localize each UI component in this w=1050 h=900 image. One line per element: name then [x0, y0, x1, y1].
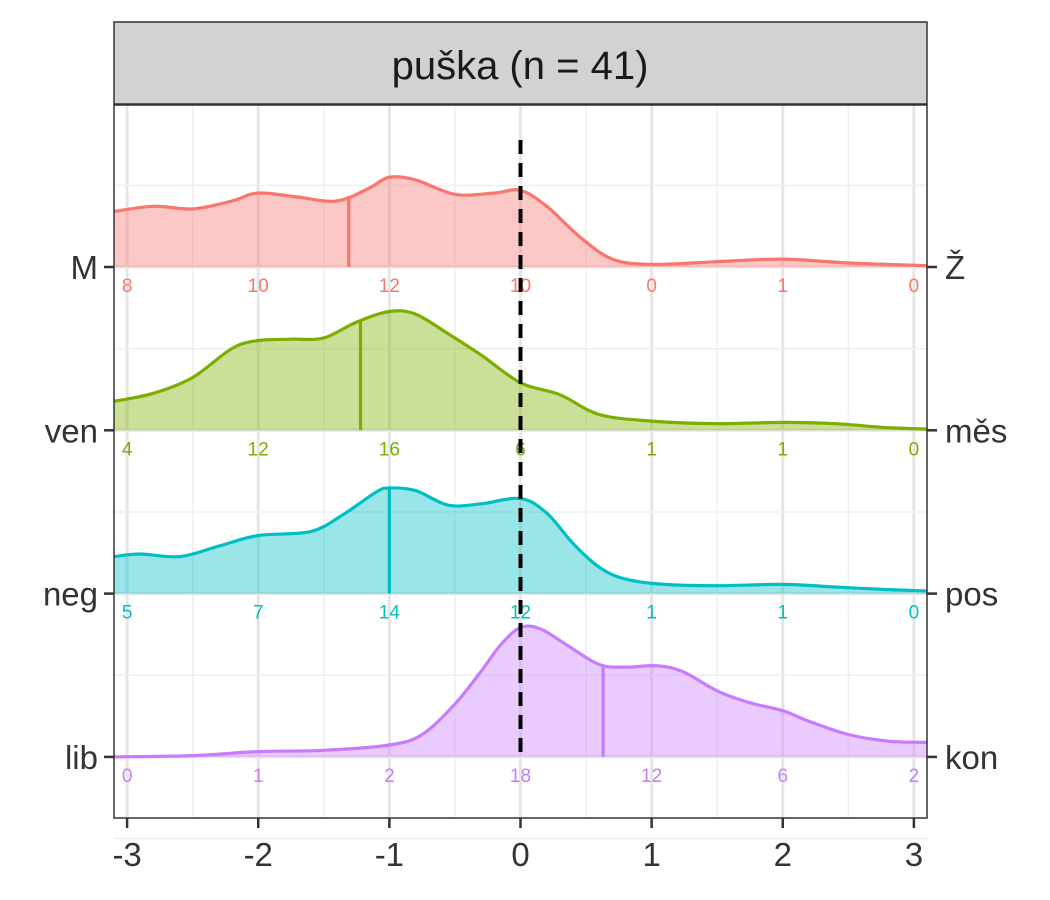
- count-label: 12: [641, 766, 662, 787]
- density-line: [113, 175, 928, 268]
- count-label: 1: [777, 603, 788, 624]
- count-label: 8: [122, 276, 133, 297]
- count-label: 12: [379, 276, 400, 297]
- count-label: 5: [122, 603, 133, 624]
- density-line: [113, 486, 928, 593]
- count-label: 6: [777, 766, 788, 787]
- y-label-left: lib: [65, 739, 98, 776]
- density-line: [113, 624, 928, 759]
- x-tick-label: -1: [375, 836, 404, 873]
- count-label: 2: [384, 766, 395, 787]
- chart-title: puška (n = 41): [392, 44, 649, 88]
- panel-grid: [114, 105, 927, 840]
- y-label-right: Ž: [945, 249, 965, 286]
- count-label: 0: [646, 276, 657, 297]
- count-label: 2: [909, 766, 920, 787]
- x-tick-label: 3: [905, 836, 923, 873]
- x-tick-label: 0: [511, 836, 529, 873]
- x-tick-label: -3: [112, 836, 141, 873]
- y-label-left: M: [71, 249, 99, 286]
- ridge-ven-měs: [113, 309, 928, 431]
- x-tick-label: -2: [244, 836, 273, 873]
- y-label-right: měs: [945, 412, 1007, 449]
- count-label: 0: [122, 766, 133, 787]
- facet-strip: puška (n = 41): [113, 21, 928, 105]
- count-label: 16: [379, 439, 400, 460]
- count-label: 0: [909, 439, 920, 460]
- count-label: 7: [253, 603, 264, 624]
- count-label: 14: [379, 603, 401, 624]
- count-label: 4: [122, 439, 133, 460]
- count-label: 0: [909, 603, 920, 624]
- count-label: 1: [253, 766, 264, 787]
- count-label: 1: [646, 439, 657, 460]
- density-area: [114, 626, 927, 757]
- plot-panel: 8101210010412166110571412110012181262: [113, 104, 928, 840]
- density-area: [114, 310, 927, 431]
- count-labels: 8101210010412166110571412110012181262: [122, 276, 919, 787]
- count-label: 1: [646, 603, 657, 624]
- y-label-left: ven: [45, 412, 98, 449]
- count-label: 0: [909, 276, 920, 297]
- y-label-right: kon: [945, 739, 998, 776]
- y-label-left: neg: [43, 576, 98, 613]
- count-label: 1: [777, 276, 788, 297]
- count-label: 12: [248, 439, 269, 460]
- count-label: 18: [510, 766, 531, 787]
- density-line: [113, 309, 928, 431]
- y-label-right: pos: [945, 576, 998, 613]
- count-label: 10: [248, 276, 269, 297]
- x-tick-label: 2: [774, 836, 792, 873]
- x-tick-label: 1: [642, 836, 660, 873]
- ridge-lib-kon: [113, 624, 928, 759]
- facet-strip-background: [113, 21, 928, 105]
- count-label: 1: [777, 439, 788, 460]
